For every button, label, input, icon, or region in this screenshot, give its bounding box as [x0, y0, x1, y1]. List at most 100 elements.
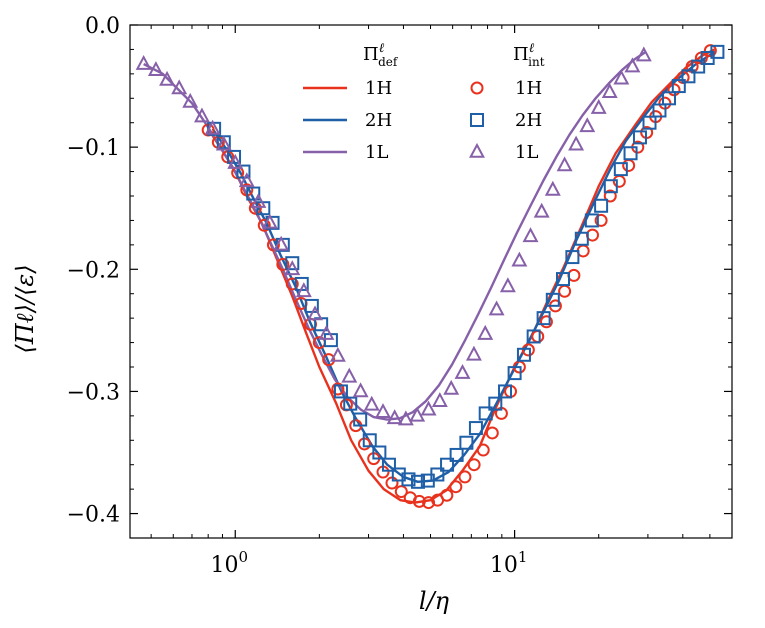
data-point	[238, 172, 255, 188]
data-point	[411, 474, 425, 489]
data-point	[443, 379, 460, 395]
data-point	[362, 433, 377, 448]
data-point	[333, 384, 348, 399]
data-point	[440, 457, 455, 472]
legend-marker-2h	[470, 113, 484, 127]
series-markers-2h	[207, 44, 725, 489]
data-point	[257, 218, 271, 232]
data-point	[622, 158, 636, 172]
series-line-1l	[143, 50, 647, 421]
y-tick-label: −0.2	[67, 258, 120, 283]
data-point	[485, 426, 499, 440]
data-point	[710, 44, 725, 59]
data-point	[215, 135, 232, 151]
data-point	[526, 329, 541, 344]
data-point	[603, 189, 617, 203]
data-point	[477, 324, 494, 340]
data-point	[250, 192, 267, 208]
series-markers-1l	[135, 46, 652, 426]
data-point	[449, 480, 463, 494]
legend-header-def: Πℓ def	[363, 41, 399, 69]
data-point	[391, 467, 406, 482]
data-point	[568, 135, 585, 151]
data-point	[261, 213, 278, 229]
data-point	[363, 395, 380, 411]
data-point	[295, 282, 312, 298]
data-point	[511, 251, 528, 267]
data-point	[431, 392, 448, 407]
data-point	[412, 494, 426, 508]
data-point	[590, 98, 607, 114]
data-point	[531, 329, 545, 343]
data-point	[667, 83, 681, 97]
data-point	[533, 202, 550, 218]
data-point	[285, 277, 299, 291]
plot-frame	[129, 24, 733, 539]
y-tick-label: −0.3	[67, 380, 120, 405]
legend-label-def: 1H	[365, 78, 392, 99]
data-point	[285, 256, 300, 271]
data-point	[246, 186, 261, 201]
data-point	[507, 366, 522, 381]
data-point	[343, 396, 358, 411]
series-markers-1h	[201, 44, 717, 510]
data-point	[467, 458, 481, 472]
data-point	[558, 284, 572, 298]
x-tick-label: 100	[210, 548, 248, 578]
data-point	[488, 396, 503, 411]
data-point	[642, 115, 657, 130]
data-point	[352, 382, 369, 398]
data-point	[691, 59, 706, 74]
data-point	[516, 347, 531, 362]
data-point	[635, 46, 652, 62]
data-point	[318, 324, 335, 340]
data-point	[171, 79, 188, 95]
legend-marker-1h	[470, 81, 484, 95]
data-point	[422, 496, 436, 510]
legend-marker-1l	[469, 142, 485, 158]
data-point	[556, 272, 570, 287]
data-point	[454, 363, 471, 379]
data-point	[545, 292, 560, 307]
data-point	[227, 153, 244, 169]
x-tick-label: 101	[490, 548, 528, 578]
y-axis-label: ⟨Πℓ⟩/⟨ε⟩	[11, 264, 39, 353]
data-point	[601, 83, 618, 98]
legend-label-int: 1L	[515, 142, 538, 163]
data-point	[397, 410, 414, 426]
y-tick-label: 0.0	[85, 14, 120, 39]
data-point	[476, 443, 490, 457]
data-point	[193, 107, 210, 123]
x-axis-label: l/η	[419, 587, 450, 615]
data-point	[284, 260, 301, 276]
data-point	[273, 235, 290, 251]
data-point	[307, 305, 323, 321]
legend-entries: 1H 1H 2H 2H 1L 1L	[303, 78, 542, 163]
data-point	[459, 435, 474, 450]
data-point	[652, 103, 667, 118]
data-point	[331, 382, 345, 396]
data-point	[565, 250, 580, 265]
data-point	[613, 162, 628, 177]
data-point	[401, 472, 416, 487]
data-point	[624, 57, 641, 73]
data-point	[521, 343, 535, 357]
data-point	[603, 179, 618, 194]
legend-label-int: 1H	[515, 78, 542, 99]
data-point	[394, 485, 408, 499]
data-point	[662, 91, 677, 106]
data-point	[465, 345, 482, 361]
data-point	[539, 315, 553, 329]
data-point	[556, 156, 573, 172]
data-point	[236, 164, 251, 179]
data-point	[594, 213, 608, 227]
data-point	[468, 421, 483, 436]
data-point	[182, 92, 199, 108]
data-point	[498, 384, 513, 399]
data-point	[703, 44, 717, 58]
legend-label-def: 2H	[365, 110, 392, 131]
data-point	[544, 180, 561, 196]
axes: 0.0 −0.1 −0.2 −0.3 −0.4 100 101	[67, 14, 733, 578]
data-point	[420, 400, 437, 416]
data-point	[341, 367, 358, 383]
